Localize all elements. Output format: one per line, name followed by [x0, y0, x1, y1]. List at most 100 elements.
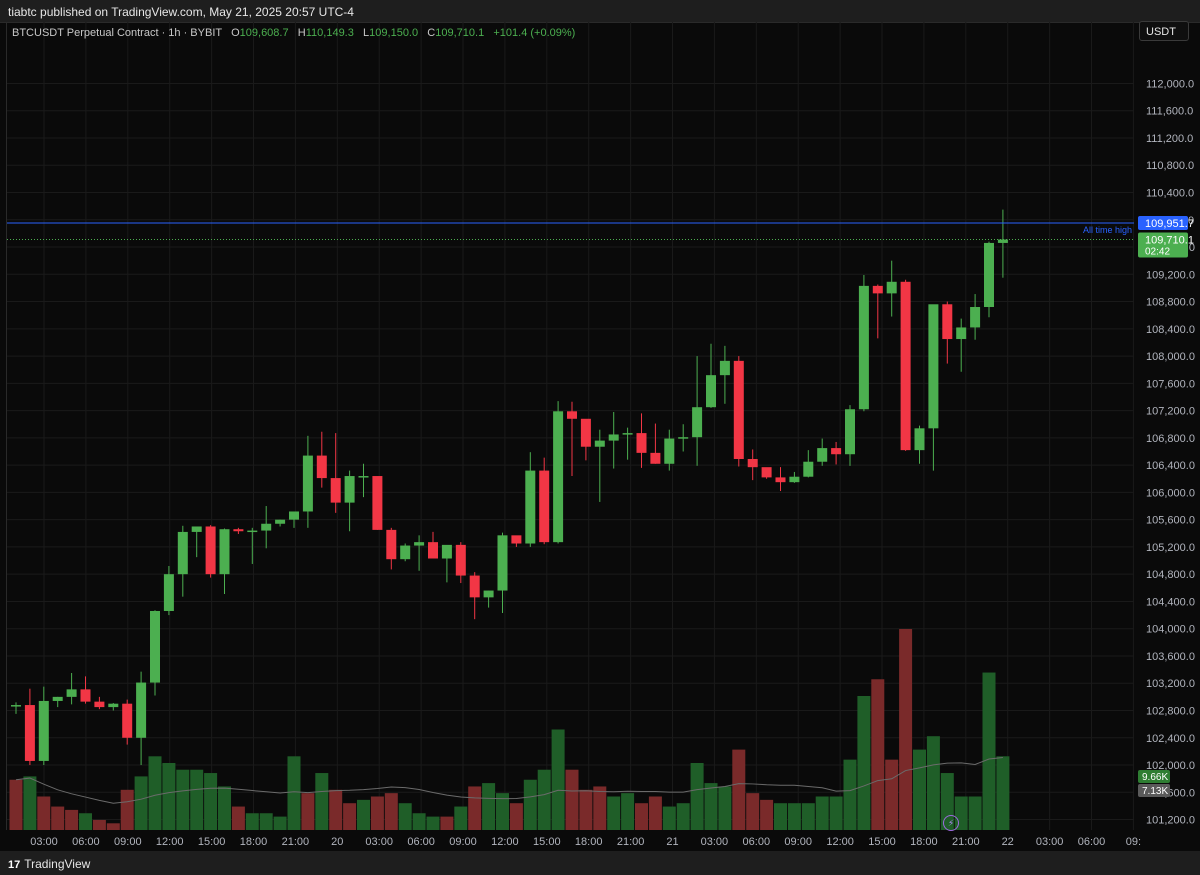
candle [94, 696, 105, 710]
candle [886, 260, 897, 317]
time-tick-label: 06:00 [1078, 836, 1106, 848]
candle [122, 699, 133, 745]
candle [11, 702, 21, 714]
volume-bar [579, 789, 593, 830]
price-tick-label: 104,000.0 [1146, 624, 1195, 636]
candle-body [122, 703, 133, 738]
candle-body [622, 433, 633, 435]
time-axis[interactable]: 03:00 06:00 09:00 12:00 15:00 18:00 21:00 20 03:… [30, 836, 1141, 848]
candle-body [900, 281, 911, 451]
candle [441, 544, 452, 583]
volume-bar [440, 816, 454, 830]
candle [316, 431, 327, 488]
candle [858, 274, 869, 412]
time-tick-label: 03:00 [30, 836, 58, 848]
volume-bar [190, 769, 204, 830]
volume-bar [79, 813, 92, 830]
candle-body [302, 455, 313, 512]
time-tick-label: 21:00 [617, 836, 645, 848]
price-tick-label: 110,400.0 [1146, 188, 1194, 200]
candle [483, 590, 494, 608]
candle [622, 427, 633, 460]
price-tick-label: 111,200.0 [1146, 133, 1193, 145]
candle-body [108, 703, 119, 708]
volume-bar [523, 779, 537, 830]
candle-body [817, 448, 828, 462]
candle-body [66, 689, 77, 697]
candle [803, 450, 814, 478]
volume-bar [871, 679, 885, 830]
price-tick-label: 101,200.0 [1146, 815, 1195, 827]
volume-bar [718, 786, 732, 830]
candle [455, 542, 466, 584]
volume-bar [913, 749, 926, 830]
low-label: L [363, 27, 370, 39]
chart-area[interactable] [6, 22, 1139, 830]
price-tick-label: 104,400.0 [1146, 596, 1195, 608]
last-price-label: 109,710.1 [1145, 235, 1194, 247]
candle [469, 572, 480, 620]
candle-body [275, 519, 286, 524]
candle-body [316, 455, 327, 479]
price-chart[interactable]: All time high 112,000.0 111,600.0 111,200.… [0, 0, 1200, 851]
candle [872, 284, 883, 339]
candle [636, 413, 647, 468]
candle [845, 405, 855, 466]
volume-bar [357, 799, 370, 830]
price-tick-label: 108,400.0 [1146, 324, 1195, 336]
price-tick-label: 102,400.0 [1146, 733, 1195, 745]
price-tick-label: 108,000.0 [1146, 351, 1195, 363]
price-tick-label: 109,200.0 [1146, 269, 1195, 281]
candle [372, 476, 383, 530]
lightning-icon[interactable]: ⚡ [943, 815, 959, 831]
tradingview-brand[interactable]: 17 TradingView [8, 857, 90, 871]
candle [233, 527, 244, 534]
time-tick-label: 09:00 [449, 836, 477, 848]
candle-body [567, 411, 577, 419]
price-tick-label: 107,200.0 [1146, 406, 1195, 418]
candle [567, 401, 577, 477]
publish-bar: tiabtc published on TradingView.com, May… [0, 0, 1200, 23]
symbol-label[interactable]: BTCUSDT Perpetual Contract · 1h · BYBIT [12, 27, 222, 39]
change-value: +101.4 (+0.09%) [493, 27, 576, 39]
candle [400, 543, 411, 562]
candle [747, 449, 758, 481]
volume-bar [857, 696, 871, 830]
currency-button[interactable]: USDT [1139, 21, 1189, 41]
volume-bar [92, 819, 106, 830]
candle-body [52, 696, 63, 701]
volume-bar [454, 806, 468, 830]
volume-ma-line [15, 756, 1003, 804]
candle [678, 424, 689, 452]
volume-bar [593, 786, 607, 830]
candle [52, 696, 63, 708]
candle-body [636, 433, 647, 453]
open-value: 109,608.7 [239, 27, 289, 39]
volume-bar [648, 796, 662, 830]
candle [775, 467, 786, 492]
candle-body [678, 437, 689, 439]
volume-bar [815, 796, 829, 830]
volume-bar [23, 776, 37, 830]
candle-body [706, 375, 716, 408]
candle-body [942, 304, 953, 340]
price-axis[interactable]: 112,000.0 111,600.0 111,200.0 110,800.0 110,… [1138, 78, 1195, 827]
volume-bar [259, 813, 273, 830]
volume-bar [370, 796, 384, 830]
time-tick-label: 20 [331, 836, 343, 848]
candle [219, 528, 230, 594]
volume-bar [690, 763, 704, 830]
time-tick-label: 06:00 [72, 836, 100, 848]
volume-bar [468, 786, 482, 830]
volume-bar [106, 823, 120, 830]
volume-bar [65, 809, 79, 830]
volume-bar [120, 789, 134, 830]
candle-body [719, 360, 730, 376]
candle-body [553, 411, 564, 543]
candle [150, 610, 160, 696]
volume-bar [231, 806, 245, 830]
candle-body [664, 438, 675, 464]
volume-bar [704, 783, 718, 830]
candle [580, 418, 591, 461]
time-tick-label: 06:00 [743, 836, 771, 848]
